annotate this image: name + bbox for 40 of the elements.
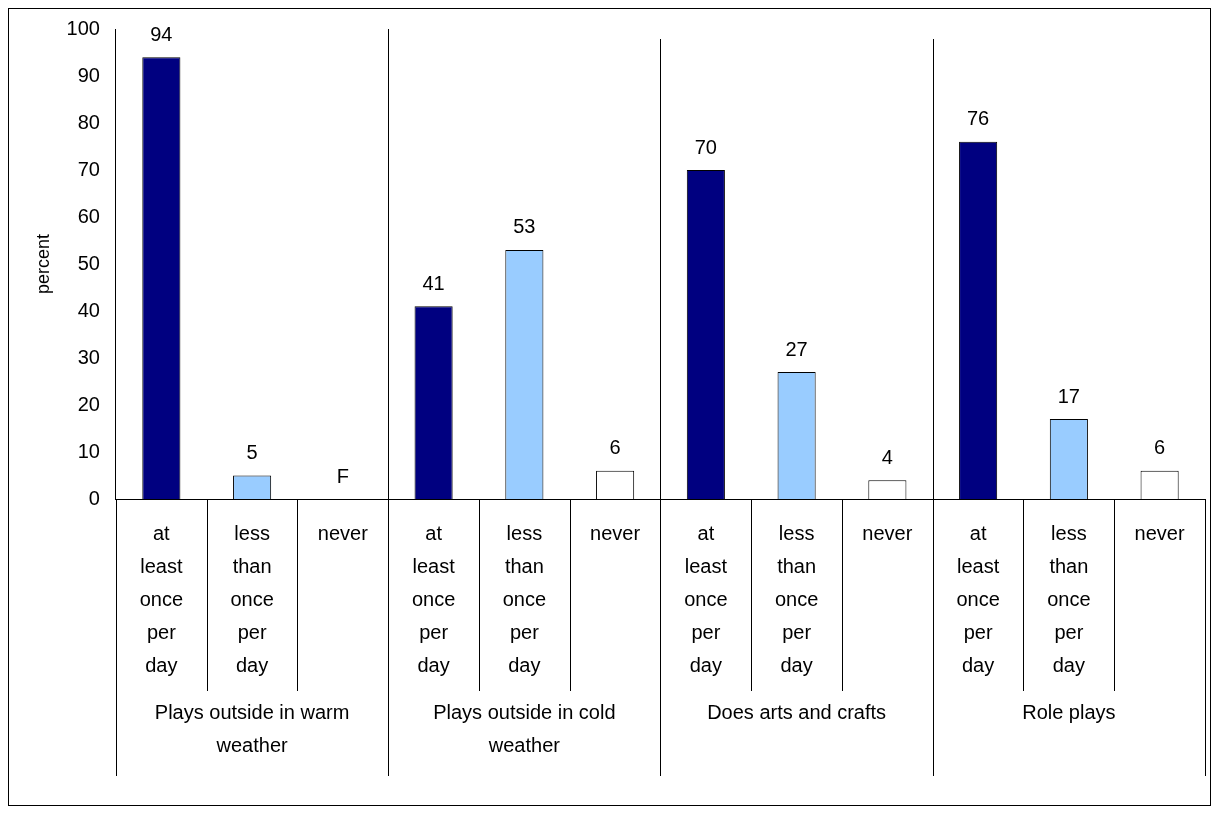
y-axis-title: percent bbox=[32, 233, 53, 295]
y-tick-label: 50 bbox=[77, 251, 100, 274]
y-tick-label: 100 bbox=[66, 16, 100, 39]
data-label: 70 bbox=[694, 135, 717, 158]
x-tick-label: at least once per day bbox=[139, 521, 184, 676]
text: Plays outside in warm weather bbox=[154, 700, 350, 756]
x-tick-label: never bbox=[1134, 521, 1185, 544]
y-tick-label: 70 bbox=[77, 157, 100, 180]
data-label: 6 bbox=[1154, 436, 1166, 459]
data-label: 53 bbox=[513, 215, 536, 238]
y-tick-label: 20 bbox=[77, 392, 100, 415]
data-label: 94 bbox=[150, 22, 173, 45]
x-tick-label: never bbox=[862, 521, 913, 544]
data-label: 6 bbox=[609, 436, 621, 459]
x-tick-label: at least once per day bbox=[684, 521, 728, 676]
y-tick-label: 40 bbox=[77, 298, 100, 321]
x-tick-label: less than once per day bbox=[1047, 521, 1091, 676]
y-tick-label: 90 bbox=[77, 63, 100, 86]
data-label: 27 bbox=[785, 337, 808, 360]
text: Role plays bbox=[1022, 700, 1116, 723]
data-label: 17 bbox=[1057, 384, 1080, 407]
y-tick-label: 10 bbox=[77, 439, 100, 462]
x-tick-label: less than once per day bbox=[230, 521, 274, 676]
x-tick-label: at least once per day bbox=[411, 521, 456, 676]
x-tick-label: less than once per day bbox=[774, 521, 819, 676]
x-tick-label: never bbox=[317, 521, 369, 544]
data-label: 4 bbox=[881, 445, 893, 468]
text: F bbox=[336, 464, 349, 487]
data-label: 41 bbox=[422, 271, 445, 294]
x-tick-label: less than once per day bbox=[502, 521, 547, 676]
data-label: 5 bbox=[246, 441, 258, 464]
y-tick-label: 60 bbox=[77, 204, 100, 227]
x-tick-label: never bbox=[590, 521, 641, 544]
y-tick-label: 80 bbox=[77, 110, 100, 133]
text: Does arts and crafts bbox=[707, 700, 887, 723]
y-tick-label: 0 bbox=[88, 486, 100, 509]
text: Plays outside in cold weather bbox=[433, 700, 616, 756]
y-tick-label: 30 bbox=[77, 345, 100, 368]
data-label: 76 bbox=[966, 107, 990, 130]
x-tick-label: at least once per day bbox=[956, 521, 1000, 676]
